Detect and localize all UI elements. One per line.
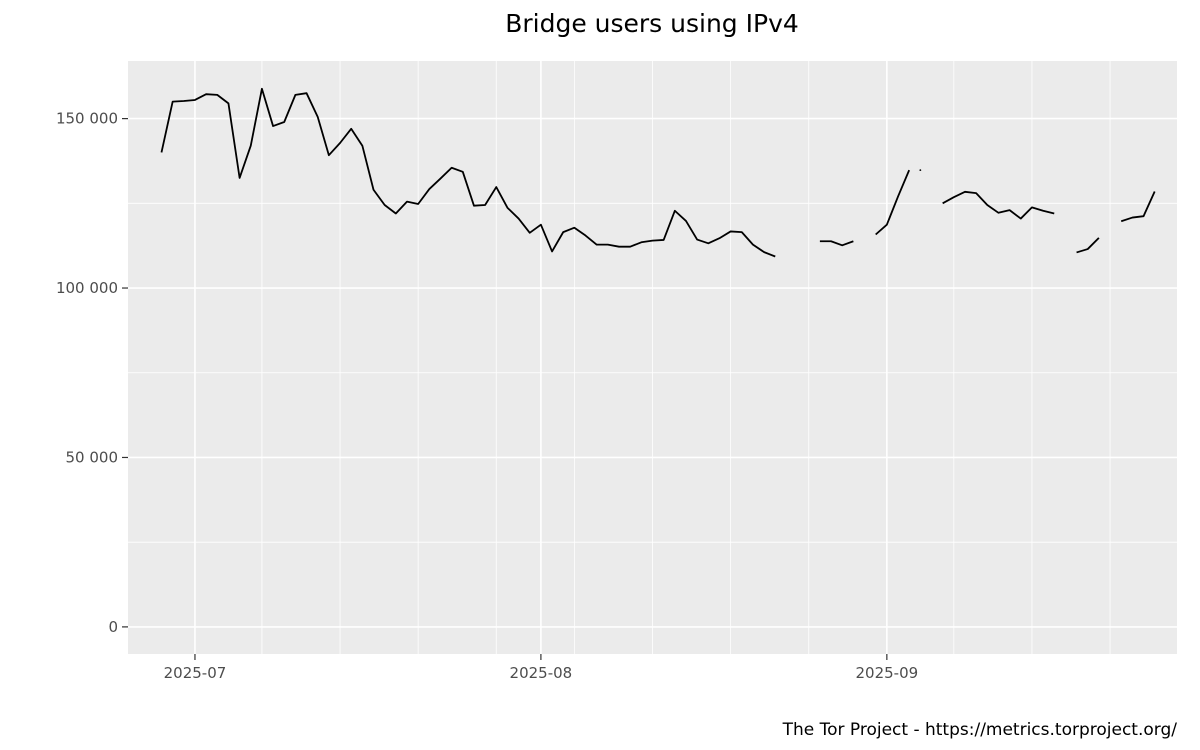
x-tick-label: 2025-08 (510, 664, 573, 682)
series-line-segment (819, 240, 854, 247)
y-tick-label: 0 (108, 618, 118, 636)
x-tick-label: 2025-07 (164, 664, 227, 682)
y-tick-label: 150 000 (56, 110, 118, 128)
credit-text: The Tor Project - https://metrics.torpro… (782, 720, 1178, 740)
series-line-segment (160, 87, 776, 258)
minor-gridlines (128, 61, 1177, 654)
y-axis: 0 50 000 100 000 150 000 (56, 110, 128, 636)
y-tick-label: 50 000 (66, 448, 119, 466)
y-tick-label: 100 000 (56, 279, 118, 297)
series-line-segment (1076, 237, 1100, 254)
series-line-segment (875, 169, 910, 236)
x-axis: 2025-07 2025-08 2025-09 (164, 654, 919, 682)
x-tick-label: 2025-09 (856, 664, 919, 682)
chart-title: Bridge users using IPv4 (505, 9, 799, 38)
series-users (160, 87, 1156, 258)
series-point (919, 169, 922, 172)
series-line-segment (1120, 191, 1156, 223)
major-gridlines (128, 61, 1177, 654)
series-line-segment (942, 190, 1055, 220)
